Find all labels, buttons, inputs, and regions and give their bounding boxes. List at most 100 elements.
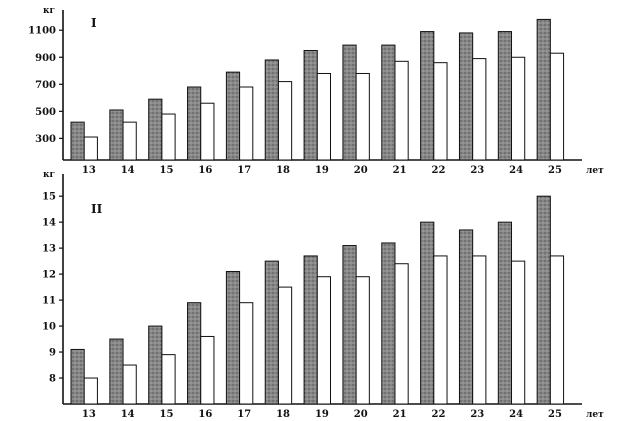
- x-tick-label: 22: [431, 165, 445, 176]
- bar-series-2: [394, 60, 409, 161]
- y-tick-label: 700: [35, 80, 56, 91]
- bar-series-2: [433, 62, 448, 161]
- bar-series-2: [122, 121, 137, 161]
- x-tick-label: 18: [276, 409, 290, 420]
- bar-series-2: [83, 377, 98, 405]
- bar-series-2: [549, 255, 565, 405]
- bar-series-1: [303, 255, 318, 405]
- bar-series-1: [381, 242, 396, 405]
- x-tick-label: 24: [509, 409, 523, 420]
- y-tick-label: 10: [42, 322, 56, 333]
- bar-series-2: [316, 276, 331, 405]
- bar-series-2: [316, 72, 331, 161]
- bar-series-1: [536, 18, 551, 161]
- x-tick-label: 23: [470, 409, 484, 420]
- bar-series-1: [70, 348, 85, 405]
- y-tick-label: 900: [35, 53, 56, 64]
- bar-series-1: [458, 229, 474, 405]
- x-tick-label: 22: [431, 409, 445, 420]
- bar-series-1: [187, 302, 202, 405]
- x-tick-label: 24: [509, 165, 523, 176]
- bar-series-1: [342, 245, 357, 405]
- bar-series-1: [148, 325, 163, 405]
- bar-series-1: [109, 338, 124, 405]
- bar-series-2: [239, 302, 254, 405]
- bar-series-2: [239, 86, 254, 161]
- panel-label: I: [91, 16, 97, 30]
- x-tick-label: 21: [393, 409, 407, 420]
- x-tick-label: 17: [237, 165, 251, 176]
- y-tick-label: 1100: [28, 26, 56, 37]
- y-axis-unit-label: кг: [43, 6, 55, 16]
- bar-series-2: [355, 276, 370, 405]
- y-tick-label: 500: [35, 107, 56, 118]
- y-tick-label: 9: [49, 348, 56, 359]
- bar-series-1: [187, 86, 202, 161]
- y-tick-label: 11: [42, 296, 56, 307]
- y-tick-label: 12: [42, 270, 56, 281]
- chart-panel-2: 8 9 10 11 12 13 14 15 кг II 13 14 15 16 17 18 19 20 21 22 23…: [42, 170, 604, 420]
- bar-series-2: [83, 136, 98, 161]
- x-tick-label: 25: [548, 409, 562, 420]
- bar-series-1: [497, 221, 513, 405]
- bar-series-2: [277, 81, 293, 161]
- panel-label: II: [91, 202, 103, 216]
- y-tick-label: 15: [42, 192, 56, 203]
- bar-series-2: [433, 255, 448, 405]
- bar-series-1: [109, 109, 124, 161]
- bar-series-2: [277, 286, 293, 405]
- y-tick-label: 8: [49, 374, 56, 385]
- bar-series-1: [458, 32, 474, 161]
- x-tick-label: 20: [354, 165, 368, 176]
- bar-series-1: [381, 44, 396, 161]
- bar-series-1: [420, 221, 435, 405]
- y-tick-label: 14: [42, 218, 56, 229]
- x-tick-label: 13: [82, 409, 96, 420]
- x-tick-label: 16: [198, 165, 212, 176]
- x-axis-unit-label: лет: [586, 410, 604, 420]
- bar-series-2: [472, 58, 487, 161]
- x-tick-label: 16: [198, 409, 212, 420]
- bar-series-2: [200, 335, 215, 405]
- x-tick-label: 14: [121, 165, 135, 176]
- bar-series-1: [536, 195, 551, 405]
- bar-series-1: [70, 121, 85, 161]
- bar-series-2: [394, 263, 409, 405]
- bar-series-2: [161, 113, 176, 161]
- bar-series-1: [264, 59, 279, 161]
- x-tick-label: 21: [393, 165, 407, 176]
- y-axis-unit-label: кг: [43, 170, 55, 180]
- bar-series-1: [497, 31, 513, 161]
- x-tick-label: 23: [470, 165, 484, 176]
- x-tick-label: 20: [354, 409, 368, 420]
- bar-series-2: [549, 52, 565, 161]
- bar-series-2: [355, 72, 370, 161]
- x-tick-label: 17: [237, 409, 251, 420]
- bar-series-2: [511, 56, 526, 161]
- x-tick-label: 19: [315, 409, 329, 420]
- bar-series-1: [264, 260, 279, 405]
- bar-series-2: [511, 260, 526, 405]
- bar-series-2: [122, 364, 137, 405]
- x-tick-label: 14: [121, 409, 135, 420]
- x-tick-label: 19: [315, 165, 329, 176]
- bar-series-1: [420, 31, 435, 161]
- bar-series-2: [161, 354, 176, 405]
- y-tick-label: 300: [35, 134, 56, 145]
- bar-series-1: [225, 71, 241, 161]
- x-axis-unit-label: лет: [586, 166, 604, 176]
- bar-series-1: [303, 50, 318, 161]
- bar-series-2: [200, 102, 215, 161]
- bar-series-2: [472, 255, 487, 405]
- bar-series-1: [148, 98, 163, 161]
- x-tick-label: 18: [276, 165, 290, 176]
- bar-series-1: [225, 271, 241, 405]
- chart-panel-1: 300 500 700 900 1100 кг I 13 14 15 16 17 18 19 20 21 22 2…: [28, 6, 604, 176]
- y-tick-label: 13: [42, 244, 56, 255]
- x-tick-label: 15: [160, 165, 174, 176]
- x-tick-label: 25: [548, 165, 562, 176]
- bar-series-1: [342, 44, 357, 161]
- x-tick-label: 13: [82, 165, 96, 176]
